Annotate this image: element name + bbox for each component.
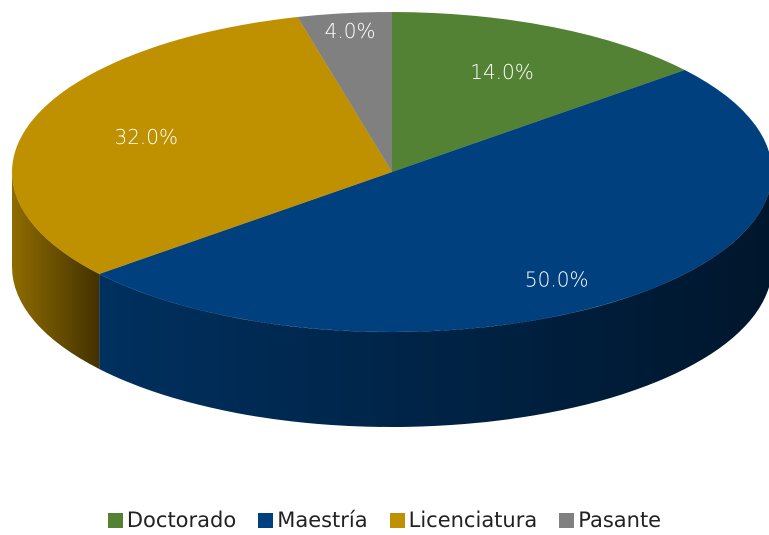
pie-slice xyxy=(297,12,392,172)
legend-label: Doctorado xyxy=(126,508,237,532)
pie-slice xyxy=(11,17,393,274)
legend-swatch xyxy=(258,512,274,528)
legend-item: Maestría xyxy=(258,508,368,532)
data-label: 50.0% xyxy=(525,267,589,291)
legend-label: Maestría xyxy=(277,508,368,532)
chart: 14.0% 50.0% 32.0% 4.0% xyxy=(11,12,769,427)
data-label: 14.0% xyxy=(470,60,534,84)
legend-item: Doctorado xyxy=(107,508,237,532)
legend-label: Pasante xyxy=(578,508,662,532)
pie-slice xyxy=(392,12,685,172)
data-label: 32.0% xyxy=(114,125,178,149)
pie-slice xyxy=(99,70,769,332)
pie-side xyxy=(99,192,769,427)
pie-side xyxy=(12,172,100,369)
legend-item: Pasante xyxy=(559,508,661,532)
legend: Doctorado Maestría Licenciatura Pasante xyxy=(0,505,769,535)
legend-swatch xyxy=(389,512,405,528)
legend-swatch xyxy=(559,512,575,528)
legend-item: Licenciatura xyxy=(389,508,538,532)
legend-label: Licenciatura xyxy=(408,508,538,532)
legend-swatch xyxy=(107,512,123,528)
data-label: 4.0% xyxy=(325,19,376,43)
